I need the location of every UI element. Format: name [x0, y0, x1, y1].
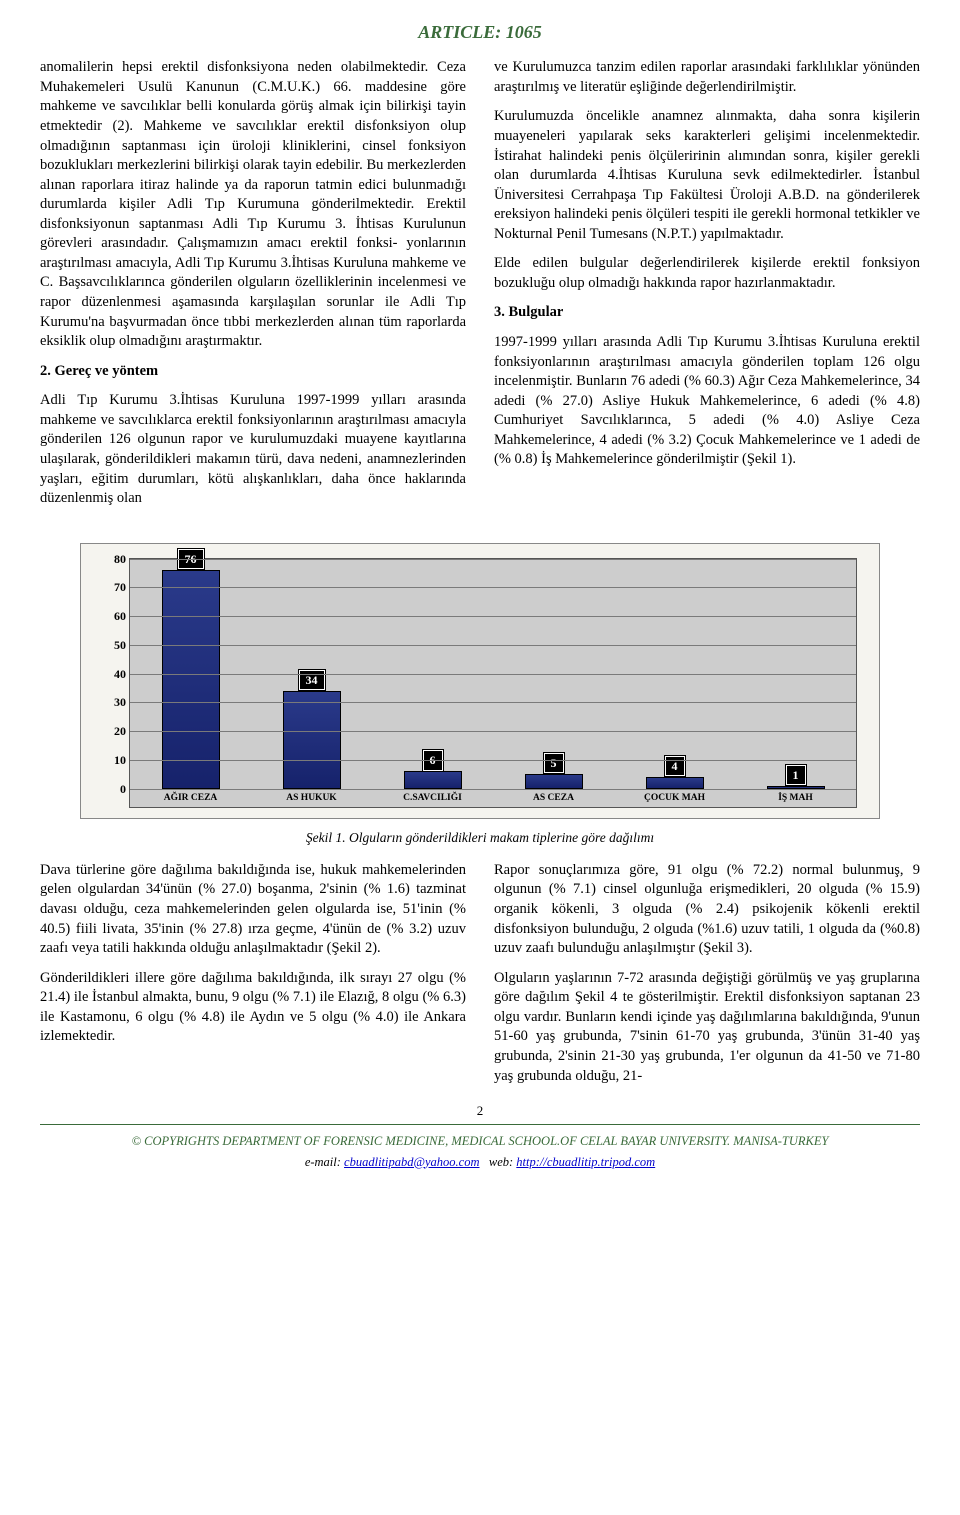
- y-tick-label: 60: [106, 608, 126, 624]
- bottom-columns: Dava türlerine göre dağılıma bakıldığınd…: [40, 861, 920, 1096]
- article-header: ARTICLE: 1065: [40, 20, 920, 44]
- bar-value-label: 1: [786, 765, 806, 785]
- gridline: [130, 674, 856, 675]
- y-tick-label: 20: [106, 723, 126, 739]
- br-p1: Rapor sonuçlarımıza göre, 91 olgu (% 72.…: [494, 861, 920, 959]
- figure-1-caption: Şekil 1. Olguların gönderildikleri makam…: [40, 829, 920, 847]
- gridline: [130, 616, 856, 617]
- y-tick-label: 80: [106, 551, 126, 567]
- gridline: [130, 587, 856, 588]
- bar: 34: [283, 691, 341, 789]
- x-tick-label: AS CEZA: [493, 789, 614, 807]
- bar: 6: [404, 771, 462, 788]
- right-column: ve Kurulumuzca tanzim edilen raporlar ar…: [494, 58, 920, 518]
- plot-area: 76346541 01020304050607080: [130, 559, 856, 789]
- gridline: [130, 559, 856, 560]
- bar: 5: [525, 774, 583, 788]
- bar-value-label: 5: [544, 753, 564, 773]
- bar: 76: [162, 570, 220, 789]
- bl-p1: Dava türlerine göre dağılıma bakıldığınd…: [40, 861, 466, 959]
- bottom-right-column: Rapor sonuçlarımıza göre, 91 olgu (% 72.…: [494, 861, 920, 1096]
- bar: 4: [646, 777, 704, 789]
- y-tick-label: 0: [106, 781, 126, 797]
- left-p2: Adli Tıp Kurumu 3.İhtisas Kuruluna 1997-…: [40, 391, 466, 508]
- x-tick-label: AS HUKUK: [251, 789, 372, 807]
- email-link[interactable]: cbuadlitipabd@yahoo.com: [344, 1155, 479, 1169]
- web-label: web:: [489, 1155, 513, 1169]
- section-3-heading: 3. Bulgular: [494, 303, 920, 323]
- x-tick-label: C.SAVCILIĞI: [372, 789, 493, 807]
- page-number: 2: [40, 1102, 920, 1120]
- bottom-left-column: Dava türlerine göre dağılıma bakıldığınd…: [40, 861, 466, 1096]
- web-link[interactable]: http://cbuadlitip.tripod.com: [516, 1155, 655, 1169]
- y-tick-label: 40: [106, 666, 126, 682]
- right-p1: ve Kurulumuzca tanzim edilen raporlar ar…: [494, 58, 920, 97]
- gridline: [130, 645, 856, 646]
- footer-divider: [40, 1124, 920, 1125]
- top-columns: anomalilerin hepsi erektil disfonksiyona…: [40, 58, 920, 518]
- email-label: e-mail:: [305, 1155, 341, 1169]
- right-p4: 1997-1999 yılları arasında Adli Tıp Kuru…: [494, 333, 920, 470]
- left-column: anomalilerin hepsi erektil disfonksiyona…: [40, 58, 466, 518]
- y-tick-label: 70: [106, 579, 126, 595]
- bar-chart: 76346541 01020304050607080 AĞIR CEZAAS H…: [129, 558, 857, 808]
- x-tick-label: AĞIR CEZA: [130, 789, 251, 807]
- right-p2: Kurulumuzda öncelikle anamnez alınmakta,…: [494, 107, 920, 244]
- left-p1: anomalilerin hepsi erektil disfonksiyona…: [40, 58, 466, 351]
- x-tick-label: ÇOCUK MAH: [614, 789, 735, 807]
- x-tick-label: İŞ MAH: [735, 789, 856, 807]
- figure-1-panel: 76 34 6 5 4 1 0 10 20 30 40 50 60 70 80 AĞIR CEZAAS H…: [80, 543, 880, 819]
- gridline: [130, 702, 856, 703]
- section-2-heading: 2. Gereç ve yöntem: [40, 362, 466, 382]
- gridline: [130, 731, 856, 732]
- copyright-line: © COPYRIGHTS DEPARTMENT OF FORENSIC MEDI…: [40, 1133, 920, 1150]
- bl-p2: Gönderildikleri illere göre dağılıma bak…: [40, 969, 466, 1047]
- y-tick-label: 10: [106, 752, 126, 768]
- contact-line: e-mail: cbuadlitipabd@yahoo.com web: htt…: [40, 1154, 920, 1171]
- right-p3: Elde edilen bulgular değerlendirilerek k…: [494, 254, 920, 293]
- gridline: [130, 760, 856, 761]
- x-axis: AĞIR CEZAAS HUKUKC.SAVCILIĞIAS CEZAÇOCUK…: [130, 789, 856, 807]
- br-p2: Olguların yaşlarının 7-72 arasında değiş…: [494, 969, 920, 1086]
- y-tick-label: 50: [106, 637, 126, 653]
- page-footer: © COPYRIGHTS DEPARTMENT OF FORENSIC MEDI…: [40, 1133, 920, 1171]
- y-tick-label: 30: [106, 694, 126, 710]
